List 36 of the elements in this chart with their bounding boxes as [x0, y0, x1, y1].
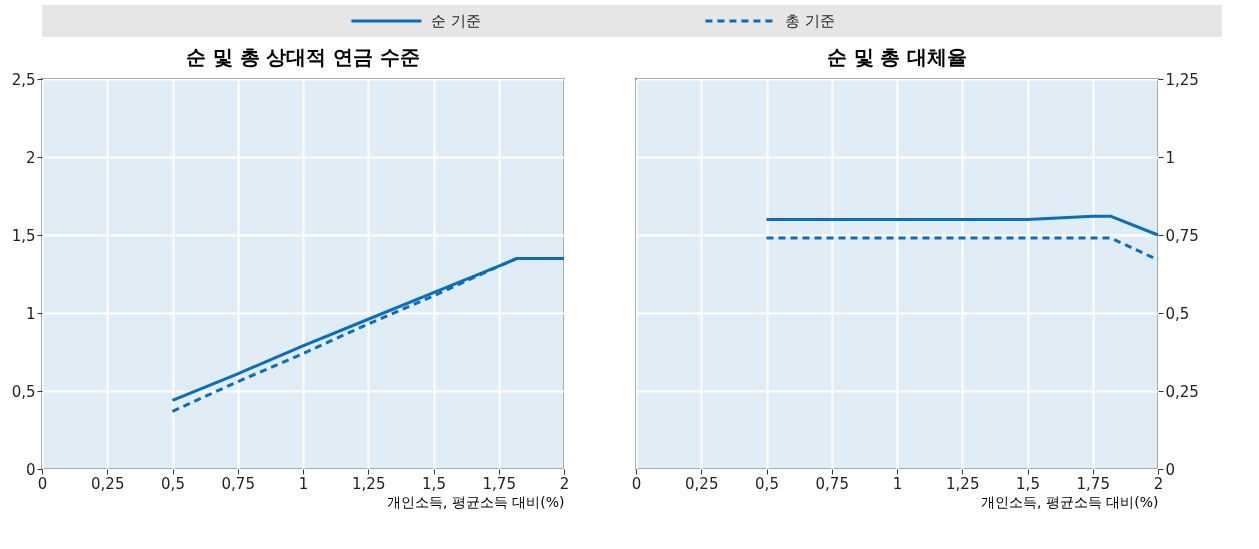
- x-tick-label: 0,25: [91, 474, 125, 493]
- x-tick-label: 0,75: [221, 474, 255, 493]
- x-tick-label: 1,25: [352, 474, 386, 493]
- x-tick-label: 1: [298, 474, 309, 493]
- x-tick-label: 0,5: [161, 474, 185, 493]
- x-tick-label: 1,25: [946, 474, 980, 493]
- y-tick-label: 2,5: [11, 70, 36, 89]
- x-tick-label: 0: [37, 474, 48, 493]
- x-tick-label: 1,5: [1016, 474, 1040, 493]
- x-tick-label: 2: [1153, 474, 1164, 493]
- y2-tick-label: 1: [1165, 148, 1176, 167]
- x-tick-label: 0,75: [815, 474, 849, 493]
- y2-tick-label: 1,25: [1165, 70, 1199, 89]
- x-tick-label: 1,5: [422, 474, 446, 493]
- y-tick-label: 2: [25, 148, 36, 167]
- legend-label: 총 기준: [785, 12, 836, 30]
- x-tick-label: 0: [631, 474, 642, 493]
- x-axis-title: 개인소득, 평균소득 대비(%): [980, 493, 1159, 510]
- y-tick-label: 1: [25, 304, 36, 323]
- chart-title: 순 및 총 상대적 연금 수준: [185, 45, 421, 69]
- x-tick-label: 0,5: [755, 474, 779, 493]
- x-tick-label: 1: [892, 474, 903, 493]
- x-axis-title: 개인소득, 평균소득 대비(%): [386, 493, 565, 510]
- y-tick-label: 0,5: [11, 382, 36, 401]
- x-tick-label: 0,25: [685, 474, 719, 493]
- y2-tick-label: 0,75: [1165, 226, 1199, 245]
- x-tick-label: 1,75: [482, 474, 516, 493]
- x-tick-label: 2: [559, 474, 570, 493]
- y2-tick-label: 0,5: [1165, 304, 1190, 323]
- y2-tick-label: 0: [1165, 460, 1176, 479]
- y-tick-label: 0: [25, 460, 36, 479]
- y-tick-label: 1,5: [11, 226, 36, 245]
- x-tick-label: 1,75: [1076, 474, 1110, 493]
- y2-tick-label: 0,25: [1165, 382, 1199, 401]
- legend-label: 순 기준: [431, 12, 482, 30]
- chart-title: 순 및 총 대체율: [826, 45, 968, 69]
